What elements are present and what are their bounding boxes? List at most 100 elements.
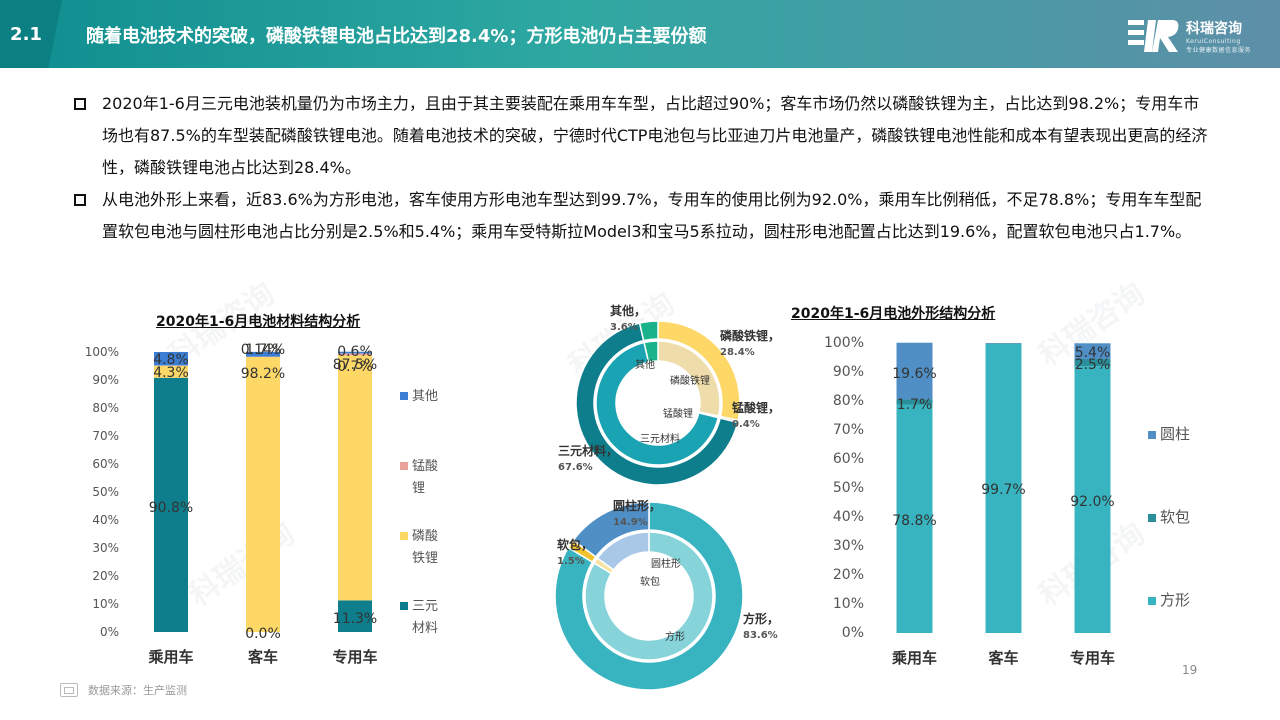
y-tick-label: 90% [92, 373, 119, 387]
bar-segment [1074, 343, 1111, 359]
data-label: 11.3% [333, 611, 377, 627]
y-tick-label: 10% [92, 597, 119, 611]
data-label: 2.5% [1075, 357, 1111, 373]
shape-donut-chart: 方形， 83.6% 软包， 1.5% 圆柱形， 14.9% 方形 软包 圆柱形 [554, 498, 779, 691]
bar-segment [1074, 358, 1111, 367]
donut-inner-slice [595, 341, 720, 466]
bullet-marker-icon [74, 194, 86, 206]
data-label: 1.7% [897, 397, 933, 413]
bar-segment [154, 352, 188, 366]
y-tick-label: 50% [92, 485, 119, 499]
y-tick-label: 90% [833, 364, 864, 380]
bar-segment [338, 355, 372, 601]
outer-slice-label-name: 方形， [743, 611, 779, 626]
outer-slice-label-name: 磷酸铁锂， [720, 328, 780, 343]
bar-segment [1074, 366, 1111, 633]
outer-slice-label-value: 83.6% [743, 630, 778, 641]
bar-segment [246, 351, 280, 357]
data-label: 92.0% [1070, 494, 1114, 510]
legend-swatch [400, 532, 408, 540]
category-label: 乘用车 [147, 648, 193, 666]
shape-chart-title: 2020年1-6月电池外形结构分析 [791, 306, 996, 322]
logo-english: KeruiConsulting [1186, 38, 1241, 45]
y-tick-label: 30% [92, 541, 119, 555]
data-label: 5.4% [1075, 345, 1111, 361]
y-tick-label: 60% [92, 457, 119, 471]
material-bar-chart: 0% 10% 20% 30% 40% 50% 60% 70% 80% 90% 100% 90.8% 4.… [85, 342, 438, 666]
bar-segment [985, 343, 1022, 633]
bar-segment [338, 600, 372, 632]
y-tick-label: 0% [842, 625, 864, 641]
data-source: 数据来源：生产监测 [60, 682, 187, 698]
legend-swatch [1148, 597, 1156, 605]
source-text: 数据来源：生产监测 [88, 684, 187, 697]
y-tick-label: 10% [833, 596, 864, 612]
outer-slice-label-value: 28.4% [720, 347, 755, 358]
inner-slice-label: 软包 [640, 575, 660, 588]
donut-inner-slice [584, 531, 714, 661]
y-tick-label: 40% [92, 513, 119, 527]
data-label: 0.7% [337, 359, 373, 375]
category-label: 专用车 [332, 648, 377, 666]
legend-swatch [1148, 431, 1156, 439]
bullet-marker-icon [74, 98, 86, 110]
data-label: 78.8% [892, 513, 936, 529]
bar-segment [338, 351, 372, 354]
legend-label: 磷酸 [412, 529, 438, 544]
outer-slice-label-name: 软包， [557, 537, 593, 552]
y-tick-label: 70% [833, 422, 864, 438]
inner-slice-label: 其他 [635, 358, 655, 371]
category-label: 乘用车 [891, 649, 937, 667]
donut-inner-slice [643, 340, 659, 363]
shape-bar-chart: 0% 10% 20% 30% 40% 50% 60% 70% 80% 90% 100% 78.8% 1.… [824, 335, 1190, 667]
y-tick-label: 30% [833, 538, 864, 554]
calendar-icon [60, 683, 78, 697]
y-tick-label: 80% [92, 401, 119, 415]
logo-mark-icon [1128, 20, 1179, 52]
y-tick-label: 100% [824, 335, 864, 351]
legend-swatch [400, 602, 408, 610]
data-label: 99.7% [981, 482, 1025, 498]
bullet-item: 从电池外形上来看，近83.6%为方形电池，客车使用方形电池车型达到99.7%，专… [74, 184, 1214, 248]
page-number: 19 [1182, 663, 1198, 677]
y-tick-label: 50% [833, 480, 864, 496]
legend-label: 锂 [412, 481, 425, 496]
inner-slice-label: 方形 [665, 630, 685, 643]
outer-slice-label-name: 其他， [610, 303, 646, 318]
legend-label: 圆柱 [1160, 425, 1190, 443]
bar-segment [246, 357, 280, 632]
donut-outer-slice [638, 320, 659, 342]
category-label: 客车 [987, 649, 1018, 667]
logo-name: 科瑞咨询 [1186, 21, 1242, 37]
donut-outer-slice [572, 501, 650, 558]
outer-slice-label-value: 14.9% [613, 517, 648, 528]
header-banner: 2.1 随着电池技术的突破，磷酸铁锂电池占比达到28.4%；方形电池仍占主要份额… [0, 0, 1280, 68]
inner-slice-label: 三元材料 [640, 432, 680, 445]
legend-label: 锰酸 [412, 459, 438, 474]
legend-label: 材料 [412, 621, 438, 636]
y-tick-label: 80% [833, 393, 864, 409]
legend-label: 方形 [1160, 591, 1190, 609]
data-label: 87.5% [333, 357, 377, 373]
legend-label: 铁锂 [412, 551, 438, 566]
material-chart-title: 2020年1-6月电池材料结构分析 [156, 314, 361, 330]
data-label: 90.8% [149, 500, 193, 516]
y-tick-label: 20% [92, 569, 119, 583]
legend-swatch [1148, 514, 1156, 522]
bar-segment [338, 353, 372, 356]
donut-outer-slice [575, 322, 739, 486]
y-tick-label: 100% [85, 345, 119, 359]
inner-slice-label: 磷酸铁锂 [670, 374, 710, 387]
y-tick-label: 40% [833, 509, 864, 525]
donut-outer-slice [554, 501, 744, 691]
category-label: 专用车 [1070, 649, 1115, 667]
data-label: 1.7% [245, 342, 281, 358]
bullet-list: 2020年1-6月三元电池装机量仍为市场主力，且由于其主要装配在乘用车车型，占比… [74, 88, 1214, 248]
data-label: 0.6% [337, 344, 373, 360]
bar-segment [154, 377, 188, 632]
legend-label: 其他 [412, 389, 438, 404]
bullet-text: 从电池外形上来看，近83.6%为方形电池，客车使用方形电池车型达到99.7%，专… [102, 190, 1202, 241]
data-label: 19.6% [892, 366, 936, 382]
data-label: 98.2% [241, 366, 285, 382]
bar-segment [985, 343, 1022, 344]
